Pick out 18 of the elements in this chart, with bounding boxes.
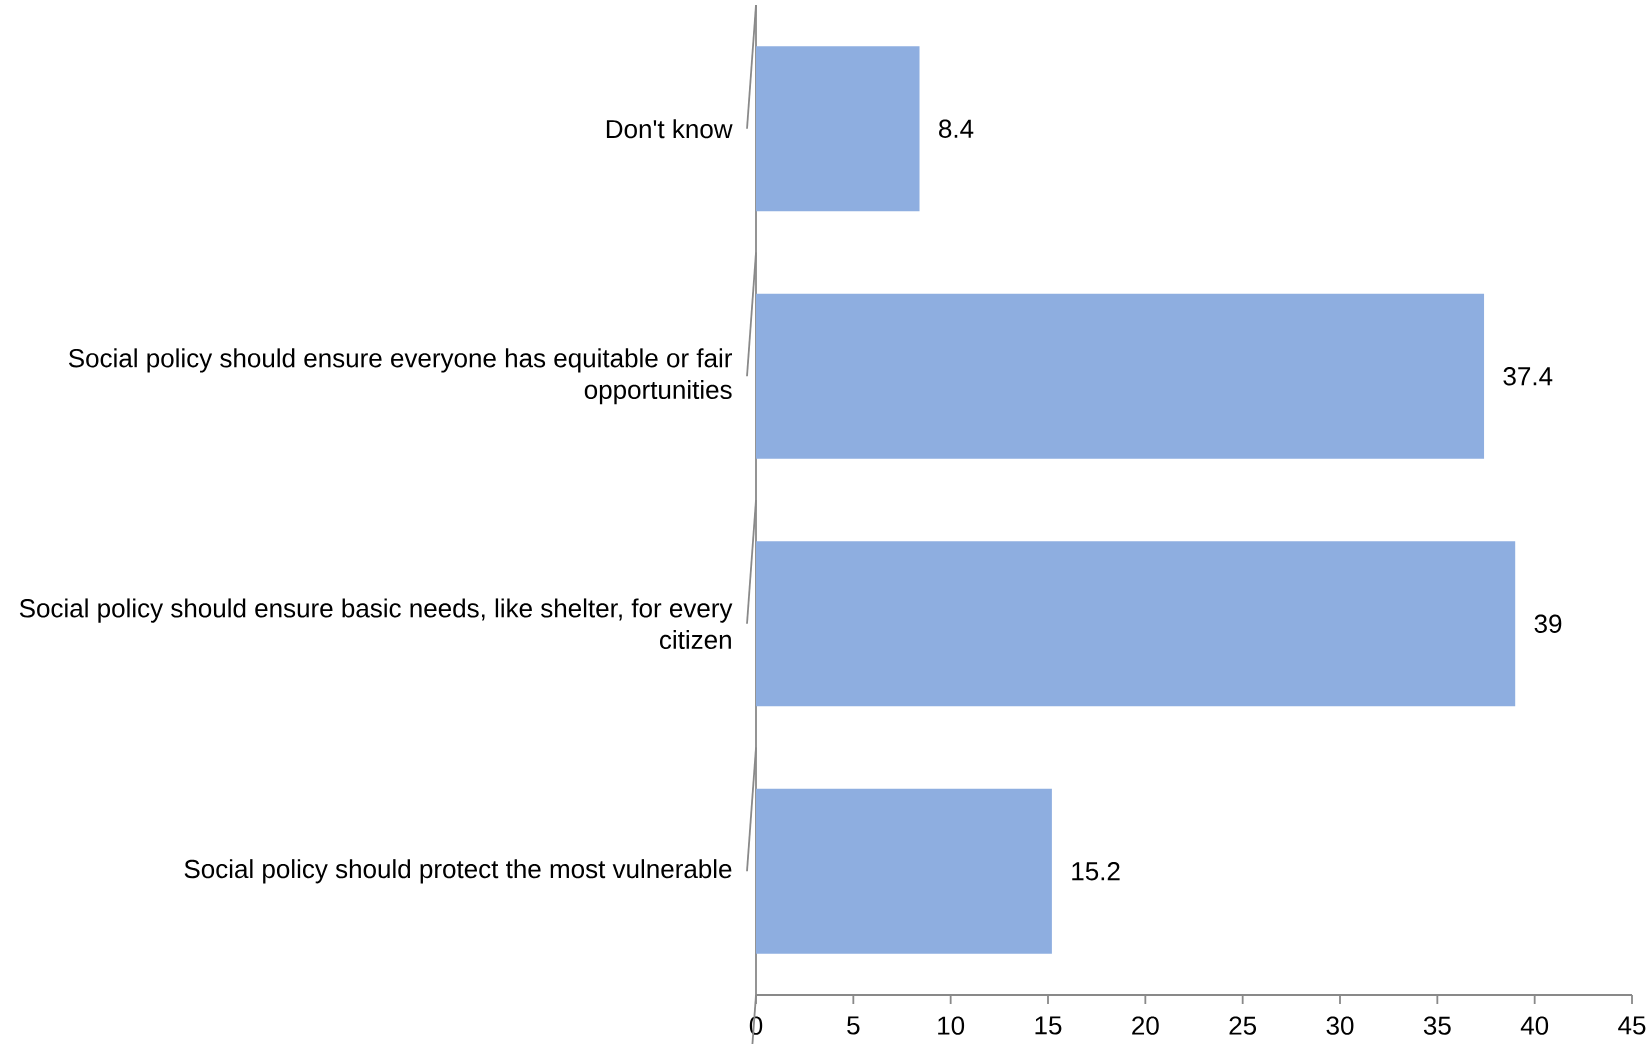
x-tick-label: 15 [1035,1016,1062,1035]
data-label: 39 [1534,614,1562,633]
y-tick-label: Social policy should ensure everyone has equitable or fair opportunities [68,348,732,405]
data-label: 37.4 [1503,367,1553,386]
x-tick-label: 5 [847,1016,860,1035]
data-label: 15.2 [1072,862,1120,881]
x-tick-label: 10 [938,1016,965,1035]
x-tick-label: 30 [1326,1016,1354,1035]
y-tick-label: Social policy should ensure basic needs, like shelter, for every citizen [19,598,733,650]
y-tick-label: Social policy should protect the most vulnerable [184,859,732,884]
data-label: 8.4 [939,119,974,138]
x-tick-label: 40 [1520,1016,1549,1035]
x-tick-label: 25 [1229,1016,1257,1035]
y-tick-label: Don't know [606,119,733,139]
x-tick-label: 20 [1132,1016,1159,1035]
x-tick-label: 45 [1618,1016,1646,1035]
x-tick-label: 0 [749,1016,763,1035]
x-tick-label: 35 [1423,1016,1451,1035]
